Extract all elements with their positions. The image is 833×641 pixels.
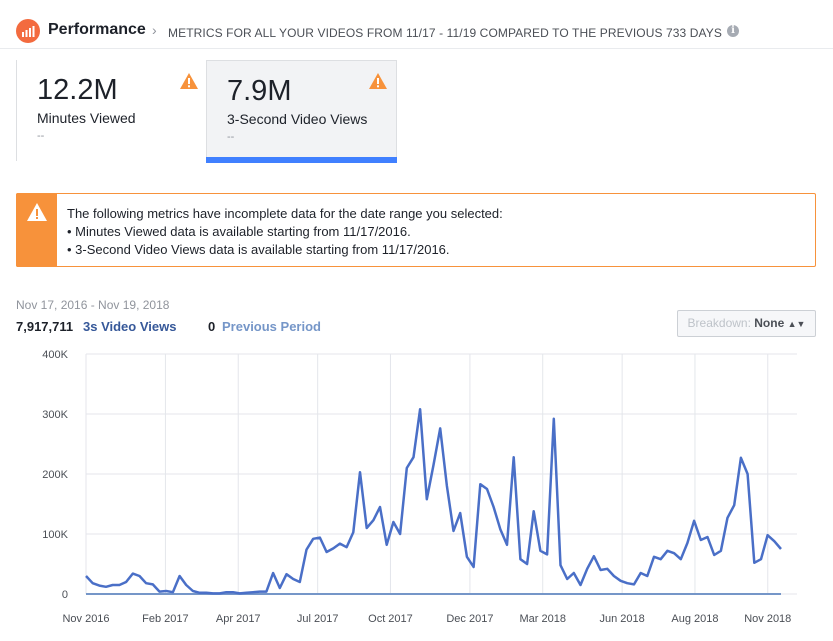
views-line-chart[interactable]: 0 100K 200K 300K 400K Nov 2016 Feb 2017 Apr 201… — [0, 340, 833, 641]
x-tick-label: Oct 2017 — [368, 613, 413, 625]
alert-message: The following metrics have incomplete da… — [67, 205, 503, 259]
x-tick-label: Nov 2018 — [744, 613, 791, 625]
page-subtitle: METRICS FOR ALL YOUR VIDEOS FROM 11/17 -… — [168, 26, 722, 40]
warning-icon[interactable] — [369, 73, 387, 89]
alert-line: • Minutes Viewed data is available start… — [67, 224, 411, 239]
metric-value: 7.9M — [227, 75, 292, 107]
incomplete-data-alert — [16, 193, 816, 267]
metric-card-minutes-viewed[interactable]: 12.2M Minutes Viewed -- — [16, 60, 206, 161]
series-toggle-previous-period[interactable]: Previous Period — [222, 319, 321, 334]
metric-change: -- — [227, 131, 235, 143]
x-tick-label: Nov 2016 — [62, 613, 109, 625]
metric-label: 3-Second Video Views — [227, 111, 368, 127]
y-tick-label: 400K — [42, 349, 68, 361]
selected-indicator — [206, 157, 397, 163]
date-range: Nov 17, 2016 - Nov 19, 2018 — [16, 298, 170, 312]
total-value: 7,917,711 — [16, 319, 74, 334]
series-line-3s-video-views — [85, 407, 782, 595]
previous-total-value: 0 — [208, 319, 216, 334]
series-toggle-3s-views[interactable]: 3s Video Views — [83, 319, 177, 334]
metric-change: -- — [37, 130, 45, 142]
metric-label: Minutes Viewed — [37, 110, 136, 126]
metric-value: 12.2M — [37, 74, 118, 106]
header-divider — [0, 48, 833, 49]
x-tick-label: Mar 2018 — [519, 613, 565, 625]
alert-side-strip — [16, 193, 57, 267]
info-icon[interactable]: i — [727, 25, 739, 37]
y-tick-label: 0 — [62, 589, 68, 601]
y-tick-label: 300K — [42, 409, 68, 421]
x-tick-label: Dec 2017 — [446, 613, 493, 625]
caret-updown-icon: ▲▼ — [787, 319, 806, 329]
page-title: Performance — [48, 21, 146, 38]
alert-line: The following metrics have incomplete da… — [67, 206, 503, 221]
chevron-right-icon: › — [152, 22, 157, 38]
x-tick-label: Jul 2017 — [297, 613, 339, 625]
warning-icon — [27, 203, 47, 221]
x-tick-label: Aug 2018 — [671, 613, 718, 625]
x-tick-label: Jun 2018 — [600, 613, 645, 625]
alert-line: • 3-Second Video Views data is available… — [67, 242, 450, 257]
y-tick-label: 200K — [42, 469, 68, 481]
x-tick-label: Feb 2017 — [142, 613, 188, 625]
metric-card-3s-video-views[interactable]: 7.9M 3-Second Video Views -- — [206, 60, 397, 163]
y-tick-label: 100K — [42, 529, 68, 541]
x-tick-label: Apr 2017 — [216, 613, 261, 625]
breakdown-value: None — [754, 316, 785, 330]
bar-chart-icon — [16, 19, 40, 43]
warning-icon[interactable] — [180, 73, 198, 89]
breakdown-dropdown[interactable]: Breakdown: None ▲▼ — [677, 310, 816, 337]
breakdown-label: Breakdown: — [687, 316, 751, 330]
